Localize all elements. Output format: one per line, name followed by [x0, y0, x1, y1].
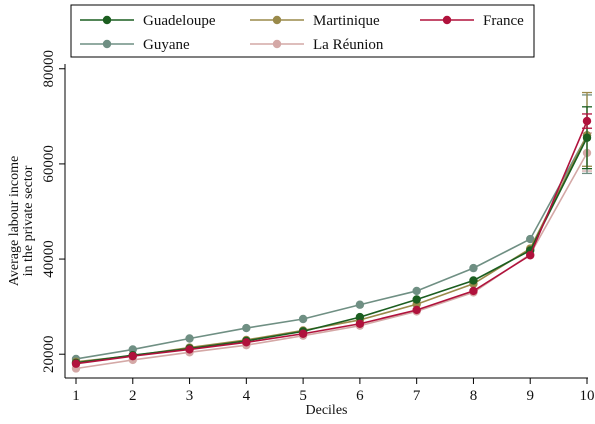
- legend-swatch-marker: [442, 15, 452, 25]
- legend-item-france: France: [420, 13, 524, 29]
- x-tick-label: 1: [72, 388, 80, 404]
- y-tick-label: 60000: [41, 145, 57, 183]
- series-martinique: [71, 91, 592, 367]
- data-point: [526, 234, 535, 244]
- legend-item-la-r-union: La Réunion: [250, 37, 384, 53]
- y-tick-label: 80000: [41, 50, 57, 88]
- legend-label: Guyane: [143, 37, 190, 53]
- x-tick-label: 3: [186, 388, 194, 404]
- series-guyane: [71, 94, 592, 364]
- legend: Guadeloupe Martinique France Guyane La Réuni…: [70, 4, 535, 58]
- data-point: [355, 300, 365, 309]
- x-tick-label: 9: [526, 388, 534, 404]
- data-point: [526, 251, 535, 260]
- data-point: [469, 286, 478, 296]
- data-point: [128, 351, 137, 361]
- legend-swatch-marker: [102, 15, 112, 25]
- legend-label: France: [483, 13, 524, 29]
- x-tick-label: 2: [129, 388, 137, 404]
- series-france: [71, 113, 592, 368]
- axes: 1 2 3 4 5 6 7 8 9 10 20000 40000 60000 80000 Deciles Av…: [7, 50, 595, 418]
- y-tick-label: 20000: [41, 335, 57, 373]
- plot-area: [71, 91, 592, 373]
- data-point: [469, 276, 478, 285]
- x-tick-label: 5: [299, 388, 307, 404]
- data-point: [355, 319, 365, 328]
- data-point: [469, 263, 478, 273]
- data-point: [582, 116, 592, 126]
- data-point: [298, 314, 308, 324]
- data-point: [412, 286, 421, 296]
- data-point: [185, 334, 194, 343]
- data-point: [242, 338, 251, 347]
- legend-swatch-marker: [272, 15, 282, 25]
- series-line: [75, 134, 588, 360]
- series-la-r-union: [71, 132, 592, 373]
- x-axis-title: Deciles: [306, 403, 348, 418]
- data-point: [185, 345, 194, 354]
- x-tick-label: 10: [580, 388, 595, 404]
- x-tick-label: 6: [356, 388, 364, 404]
- data-point: [298, 329, 308, 338]
- data-point: [412, 295, 421, 304]
- legend-swatch-marker: [102, 39, 112, 49]
- series-line: [75, 120, 588, 365]
- data-point: [242, 323, 251, 333]
- legend-box: [70, 4, 535, 58]
- legend-label: Guadeloupe: [143, 13, 216, 29]
- legend-label: Martinique: [313, 13, 380, 29]
- x-tick-label: 8: [470, 388, 478, 404]
- y-axis-title-line-1: Average labour income: [7, 156, 22, 286]
- legend-item-martinique: Martinique: [250, 13, 380, 29]
- legend-label: La Réunion: [313, 37, 384, 53]
- x-tick-label: 7: [413, 388, 421, 404]
- legend-item-guadeloupe: Guadeloupe: [80, 13, 216, 29]
- legend-item-guyane: Guyane: [80, 37, 190, 53]
- data-point: [355, 312, 365, 322]
- x-tick-label: 4: [243, 388, 251, 404]
- data-point: [582, 133, 592, 142]
- y-tick-label: 40000: [41, 240, 57, 278]
- data-point: [71, 359, 81, 368]
- y-axis-title-line-2: in the private sector: [21, 165, 36, 276]
- legend-swatch-marker: [272, 39, 282, 49]
- data-point: [412, 305, 421, 315]
- series-line: [75, 137, 588, 364]
